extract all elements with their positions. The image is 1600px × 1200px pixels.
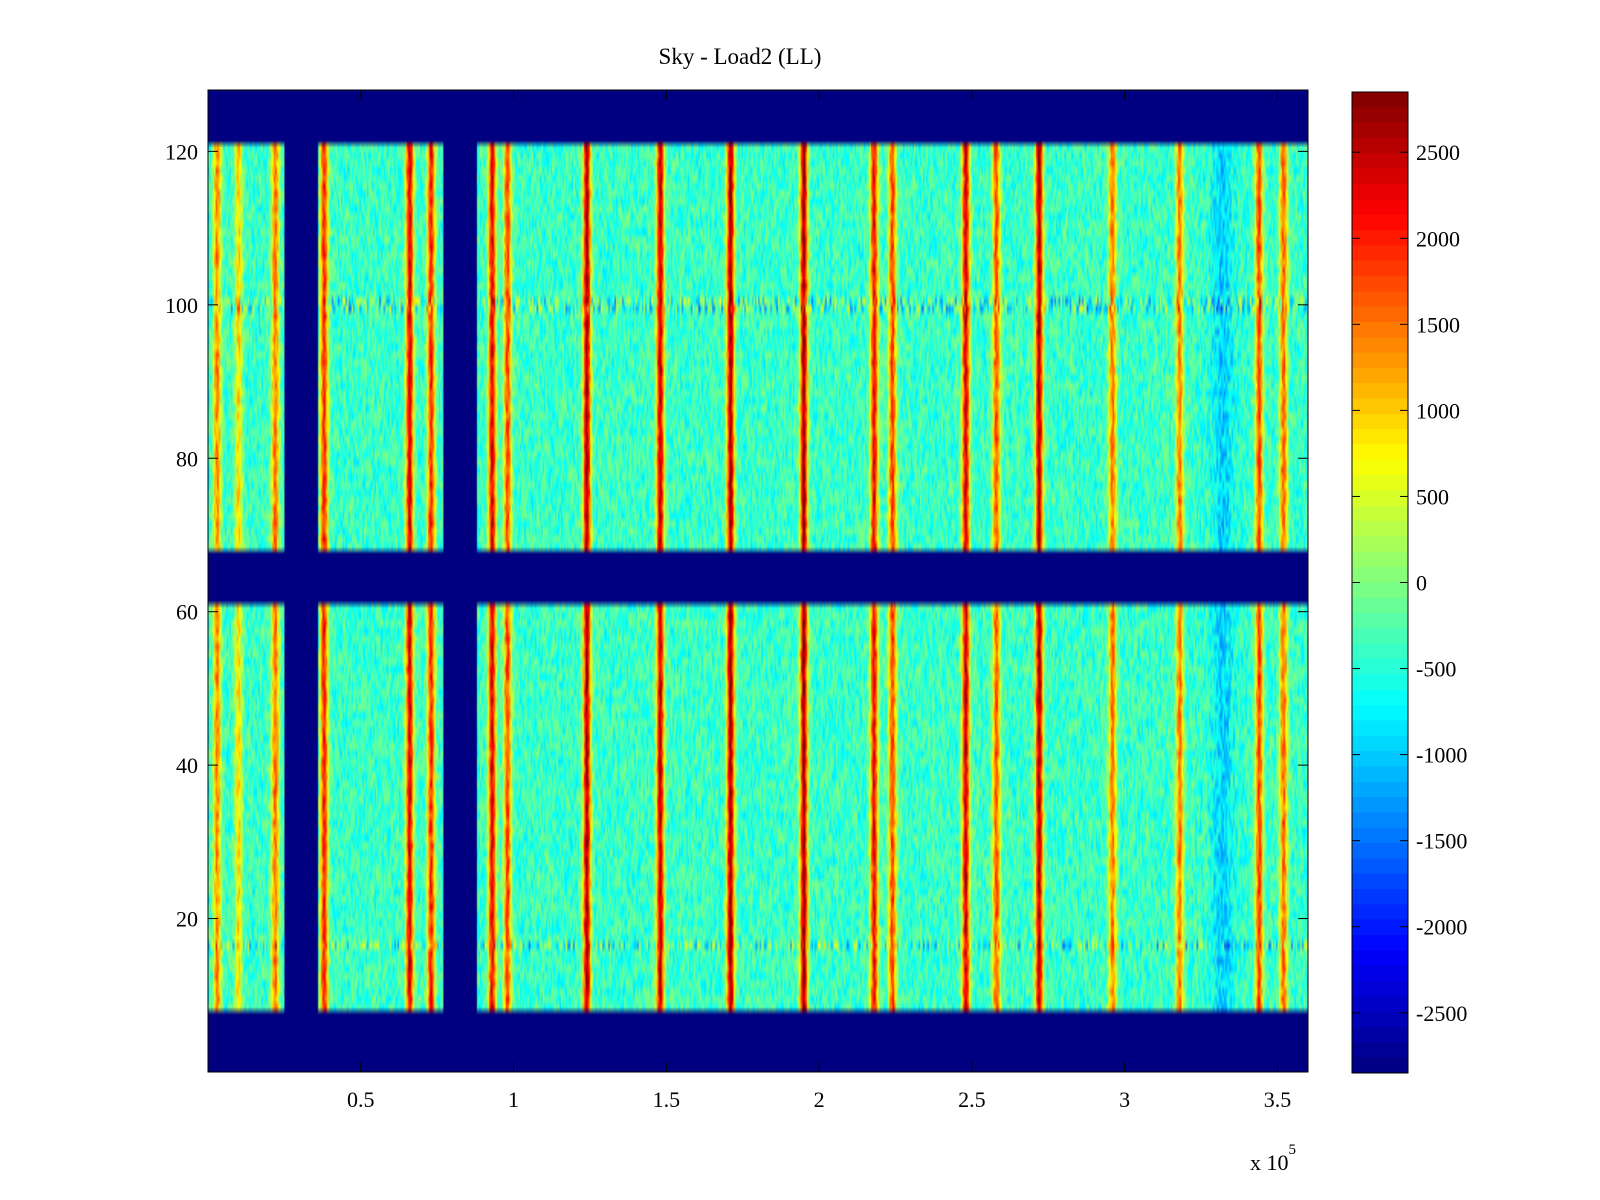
colorbar-tick-label: 2000 <box>1416 226 1460 251</box>
colorbar-tick-label: 2500 <box>1416 140 1460 165</box>
x-tick-label: 1.5 <box>653 1087 681 1112</box>
x-axis-multiplier-exponent: 5 <box>1289 1142 1297 1158</box>
x-tick-label: 2 <box>814 1087 825 1112</box>
x-axis-multiplier: x 105 <box>1250 1142 1296 1175</box>
y-tick-label: 20 <box>176 907 198 932</box>
y-tick-label: 60 <box>176 600 198 625</box>
y-tick-label: 100 <box>165 293 198 318</box>
x-tick-label: 1 <box>508 1087 519 1112</box>
y-tick-label: 120 <box>165 139 198 164</box>
colorbar-tick-label: 0 <box>1416 571 1427 596</box>
colorbar-ticks: 2500 2000 1500 1000 500 0 -500 -1000 -1500 -2000 -… <box>1352 140 1467 1026</box>
colorbar-tick-label: 1000 <box>1416 398 1460 423</box>
colorbar-tick-label: -2500 <box>1416 1001 1467 1026</box>
colorbar-tick-label: -500 <box>1416 657 1456 682</box>
x-axis: 0.5 1 1.5 2 2.5 3 3.5 <box>347 90 1291 1112</box>
x-tick-label: 0.5 <box>347 1087 375 1112</box>
plot-frame <box>207 89 1309 1073</box>
x-tick-label: 3.5 <box>1264 1087 1292 1112</box>
colorbar-tick-label: -1500 <box>1416 829 1467 854</box>
colorbar: 2500 2000 1500 1000 500 0 -500 -1000 -1500 -2000 -… <box>1351 91 1467 1074</box>
colorbar-tick-label: 500 <box>1416 484 1449 509</box>
y-axis: 20 40 60 80 100 120 <box>165 139 1308 932</box>
colorbar-tick-label: -2000 <box>1416 915 1467 940</box>
x-tick-label: 3 <box>1119 1087 1130 1112</box>
x-tick-label: 2.5 <box>958 1087 986 1112</box>
y-tick-label: 80 <box>176 446 198 471</box>
colorbar-tick-label: -1000 <box>1416 743 1467 768</box>
y-tick-label: 40 <box>176 753 198 778</box>
plot-area: 0.5 1 1.5 2 2.5 3 3.5 20 40 60 80 100 120 <box>165 89 1309 1112</box>
chart-title: Sky - Load2 (LL) <box>659 44 822 69</box>
colorbar-tick-label: 1500 <box>1416 312 1460 337</box>
heatmap-image <box>208 90 1308 1072</box>
colorbar-gradient <box>1352 92 1408 1073</box>
